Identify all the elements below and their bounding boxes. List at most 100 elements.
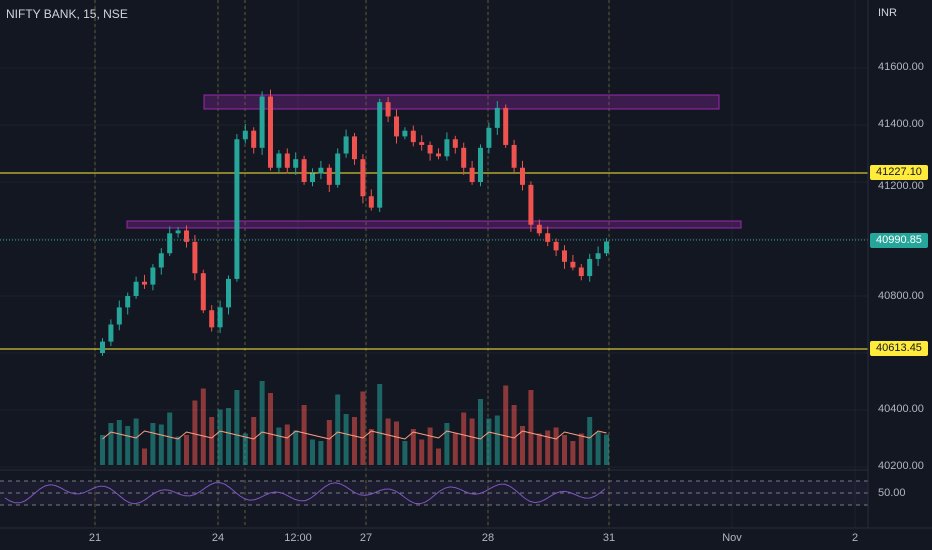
candle-body [604,241,609,254]
price-candles [100,89,609,356]
candle-body [150,267,156,285]
volume-bar [402,441,408,465]
volume-bar [520,426,525,465]
volume-bar [209,417,215,465]
candle-body [167,233,173,254]
horizontal-levels[interactable] [0,172,868,350]
volume-bar [553,427,559,465]
volume-bar [352,417,357,465]
volume-bar [284,424,290,465]
candle-body [293,159,299,168]
candle-body [562,250,567,262]
volume-bar [343,414,349,465]
candle-body [116,307,122,325]
volume-bar [377,384,383,465]
price-tick: 40800.00 [878,290,924,302]
price-tick: 40400.00 [878,403,924,415]
candle-body [486,127,492,148]
candle-body [368,196,374,208]
volume-bar [469,418,475,465]
candle-body [528,184,534,225]
volume-bar [175,436,181,465]
candle-body [318,167,324,174]
volume-bar [301,405,307,465]
volume-bar [158,424,164,465]
lower-resistance-zone [126,220,742,229]
candle-body [226,278,231,308]
volume-bar [528,390,534,465]
currency-label[interactable]: INR [878,7,897,19]
volume-bar [570,441,576,465]
candle-body [217,307,223,328]
candle-body [184,230,189,242]
volume-bar [116,420,122,465]
candle-body [587,258,593,277]
candle-body [461,147,467,168]
upper-resistance-zone [203,94,720,110]
candle-body [259,96,265,148]
candle-body [251,130,257,148]
time-tick: 21 [88,532,102,544]
candle-body [436,153,441,157]
volume-bar [368,429,374,465]
volume-bar [410,429,416,465]
volume-bar [268,393,273,465]
volume-bar [604,434,609,465]
volume-bar [545,430,551,465]
candle-body [444,139,450,157]
candle-body [234,139,240,279]
candle-body [192,241,198,274]
symbol-title[interactable]: NIFTY BANK, 15, NSE [6,7,128,21]
time-tick: 28 [481,532,495,544]
candle-body [478,147,483,182]
candle-body [553,241,559,251]
volume-bar [226,408,231,465]
volume-bar [318,441,324,465]
volume-bar [436,448,441,465]
volume-bar [293,430,299,465]
volume-bar [142,448,147,465]
candle-body [242,130,248,140]
candle-body [410,130,416,143]
volume-bar [108,423,114,465]
candle-body [578,267,584,277]
candle-body [158,253,164,268]
candle-body [503,107,509,145]
candle-body [142,281,147,285]
candle-body [343,136,349,154]
time-tick: 31 [602,532,616,544]
volume-bar [536,433,542,465]
time-tick: 24 [211,532,225,544]
volume-bar [335,394,341,465]
volume-bar [587,417,593,465]
price-tick: 41400.00 [878,118,924,130]
volume-bar [595,432,601,465]
volume-bar [427,427,433,465]
volume-bar [562,435,567,465]
level-high-badge: 41227.10 [870,165,928,180]
volume-bar [184,435,189,465]
rsi-level-label: 50.00 [878,487,906,499]
volume-bar [167,412,173,465]
volume-bar [125,426,131,465]
rsi-pane [0,480,868,506]
candle-body [100,341,105,353]
time-tick: 27 [359,532,373,544]
candle-body [301,159,307,182]
candle-body [419,142,425,145]
candle-body [511,144,517,168]
volume-bar [394,421,399,465]
candle-body [394,116,399,137]
volume-bar [259,381,265,465]
volume-bar [461,412,467,465]
volume-bar [310,439,315,465]
volume-bar [242,433,248,465]
volume-bar [276,427,282,465]
candle-body [377,102,383,208]
candle-body [452,139,458,148]
resistance-zones[interactable] [126,94,742,229]
volume-bar [234,390,240,465]
candle-body [402,130,408,137]
candle-body [310,173,315,182]
